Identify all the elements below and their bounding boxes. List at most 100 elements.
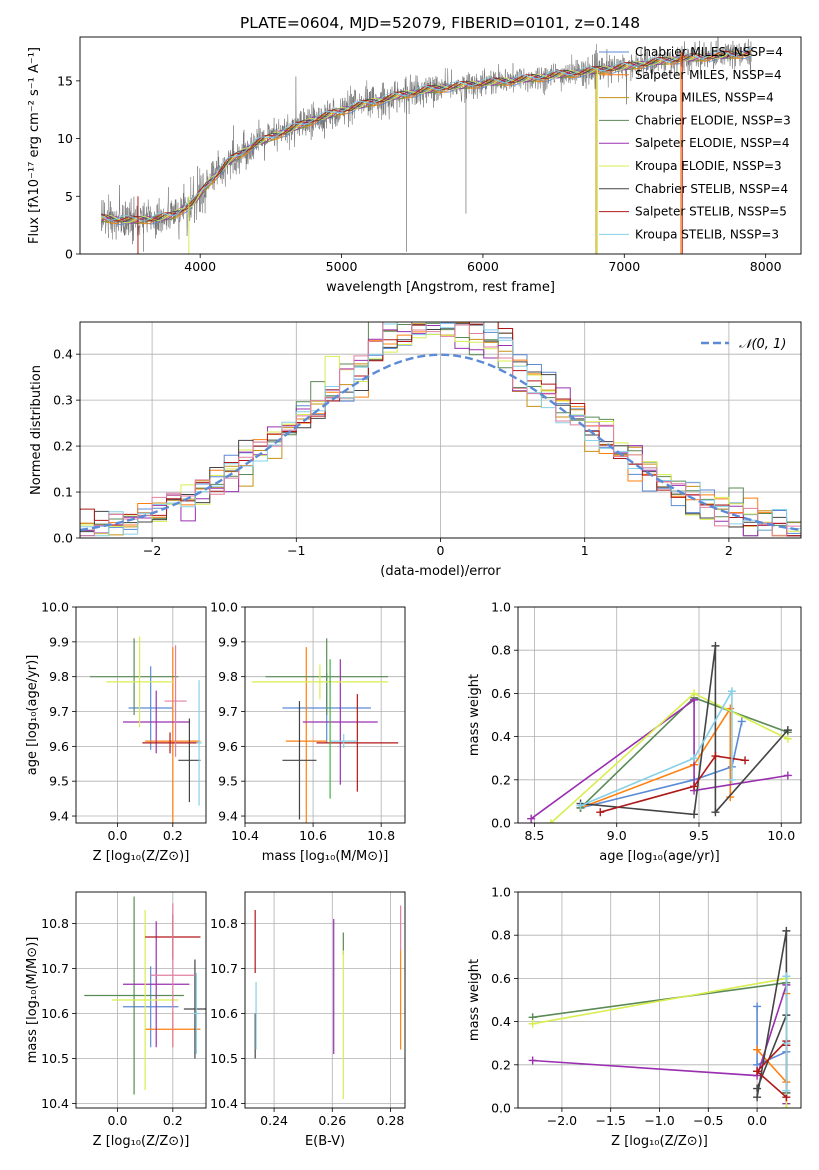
- y-tick-label: 9.5: [49, 774, 69, 789]
- weight-marker: [737, 717, 746, 726]
- weight-marker: [753, 1002, 762, 1011]
- y-tick-label: 10.5: [41, 1051, 69, 1066]
- y-tick-label: 10.8: [41, 916, 69, 931]
- x-tick-label: 0.0: [108, 828, 128, 843]
- x-tick-label: 10.8: [367, 828, 395, 843]
- weight-marker: [753, 1045, 762, 1054]
- weight-marker: [727, 687, 736, 696]
- mass-weight-vs-age-panel: 8.5 9.0 9.5 10.0 0.0 0.2 0.4 0.6 0.8 1.0 age [log₁…: [467, 600, 802, 864]
- legend-label: Kroupa STELIB, NSSP=3: [635, 227, 779, 241]
- y-tick-label: 0.6: [491, 686, 511, 701]
- x-tick-label: 0: [437, 543, 445, 558]
- legend-label: Chabrier ELODIE, NSSP=3: [635, 113, 791, 127]
- weight-marker: [753, 1093, 762, 1102]
- x-tick-label: 9.5: [689, 828, 709, 843]
- weight-line-chabrier-stelib: [756, 930, 788, 1098]
- weight-line-salpeter-miles: [580, 705, 732, 809]
- weight-marker: [690, 689, 699, 698]
- y-tick-label: 0.0: [53, 531, 73, 546]
- y-tick-label: 9.4: [218, 809, 238, 824]
- x-tick-label: 9.0: [607, 828, 627, 843]
- weight-marker: [528, 1019, 537, 1028]
- y-tick-label: 0.8: [491, 928, 511, 943]
- weight-marker: [527, 814, 536, 823]
- x-axis-label: Z [log₁₀(Z/Z⊙)]: [611, 1134, 708, 1149]
- y-axis-label: Normed distribution: [29, 365, 44, 495]
- y-tick-label: 0.4: [491, 729, 511, 744]
- error-bars: [84, 896, 206, 1095]
- weight-marker: [782, 1039, 791, 1048]
- axes-frame: [75, 606, 207, 824]
- weight-marker: [783, 726, 792, 735]
- weight-marker: [727, 775, 736, 784]
- x-tick-label: −0.5: [693, 1113, 723, 1128]
- residuals-legend: 𝒩(0, 1): [701, 337, 786, 352]
- legend-label: Salpeter ELODIE, NSSP=4: [635, 136, 790, 150]
- y-tick-label: 10.7: [41, 961, 69, 976]
- weight-marker: [596, 808, 605, 817]
- y-tick-label: 0.4: [53, 347, 73, 362]
- model-kroupa-stelib: [100, 48, 752, 222]
- legend-label: Chabrier MILES, NSSP=4: [635, 45, 783, 59]
- y-tick-label: 9.9: [218, 634, 238, 649]
- y-tick-label: 0.2: [491, 772, 511, 787]
- x-tick-label: 4000: [184, 259, 216, 274]
- x-tick-label: 0.2: [163, 828, 183, 843]
- y-tick-label: 0.0: [491, 816, 511, 831]
- x-tick-label: −2.0: [547, 1113, 577, 1128]
- mass-vs-ebv-panel: 0.24 0.26 0.28 10.4 10.5 10.6 10.7 10.8 E(B-V): [210, 891, 406, 1149]
- weight-marker: [528, 1056, 537, 1065]
- axes-frame: [517, 891, 802, 1109]
- x-tick-label: 10.6: [299, 828, 327, 843]
- x-axis-label: (data-model)/error: [380, 564, 501, 579]
- y-axis-label: age [log₁₀(age/yr)]: [25, 655, 40, 776]
- weight-marker: [741, 756, 750, 765]
- y-tick-label: 10.7: [210, 961, 238, 976]
- y-tick-label: 10.6: [210, 1006, 238, 1021]
- axes-frame: [244, 606, 406, 824]
- x-tick-label: 10.4: [231, 828, 259, 843]
- y-tick-label: 10.0: [210, 600, 238, 615]
- error-bars: [89, 636, 202, 823]
- legend-label: Kroupa ELODIE, NSSP=3: [635, 159, 782, 173]
- y-axis-label: mass weight: [467, 674, 482, 756]
- x-tick-label: 0.28: [377, 1113, 405, 1128]
- legend-label: Salpeter STELIB, NSSP=5: [635, 205, 787, 219]
- x-tick-label: 0.0: [747, 1113, 767, 1128]
- age-vs-mass-panel: 10.4 10.6 10.8 9.4 9.5 9.6 9.7 9.8 9.9 10.0 mass […: [210, 600, 406, 864]
- y-tick-label: 10.4: [210, 1096, 238, 1111]
- y-tick-label: 10.8: [210, 916, 238, 931]
- y-tick-label: 9.7: [49, 704, 69, 719]
- y-tick-label: 0.8: [491, 643, 511, 658]
- x-axis-label: Z [log₁₀(Z/Z⊙)]: [93, 849, 190, 864]
- x-tick-label: 6000: [467, 259, 499, 274]
- y-axis-label: mass [log₁₀(M/M⊙)]: [25, 937, 40, 1064]
- x-axis-label: E(B-V): [305, 1134, 345, 1149]
- residuals-panel: −2 −1 0 1 2 0.0 0.1 0.2 0.3 0.4 (data-model)/error…: [29, 321, 802, 579]
- y-tick-label: 10.5: [210, 1051, 238, 1066]
- y-tick-label: 0.0: [491, 1101, 511, 1116]
- y-tick-label: 9.9: [49, 634, 69, 649]
- weight-marker: [782, 1086, 791, 1095]
- y-axis-label: Flux [fλ10⁻¹⁷ erg cm⁻² s⁻¹ A⁻¹]: [27, 47, 42, 244]
- weight-marker: [546, 819, 555, 823]
- y-tick-label: 15: [57, 73, 73, 88]
- weight-marker: [753, 1084, 762, 1093]
- spectrum-legend: Chabrier MILES, NSSP=4 Salpeter MILES, NS…: [599, 45, 791, 241]
- x-tick-label: −1.0: [644, 1113, 674, 1128]
- y-tick-label: 5: [65, 189, 73, 204]
- legend-label: Chabrier STELIB, NSSP=4: [635, 182, 788, 196]
- y-tick-label: 0.1: [53, 485, 73, 500]
- weight-marker: [690, 782, 699, 791]
- y-axis-label: mass weight: [467, 959, 482, 1041]
- weight-marker: [576, 801, 585, 810]
- y-tick-label: 1.0: [491, 885, 511, 900]
- x-tick-label: 0.0: [108, 1113, 128, 1128]
- figure-title: PLATE=0604, MJD=52079, FIBERID=0101, z=0…: [240, 14, 640, 32]
- y-tick-label: 10.6: [41, 1006, 69, 1021]
- weight-lines: [528, 926, 791, 1108]
- weight-line-chabrier-miles: [580, 721, 743, 809]
- weight-marker: [782, 1104, 791, 1108]
- y-tick-label: 0: [65, 247, 73, 262]
